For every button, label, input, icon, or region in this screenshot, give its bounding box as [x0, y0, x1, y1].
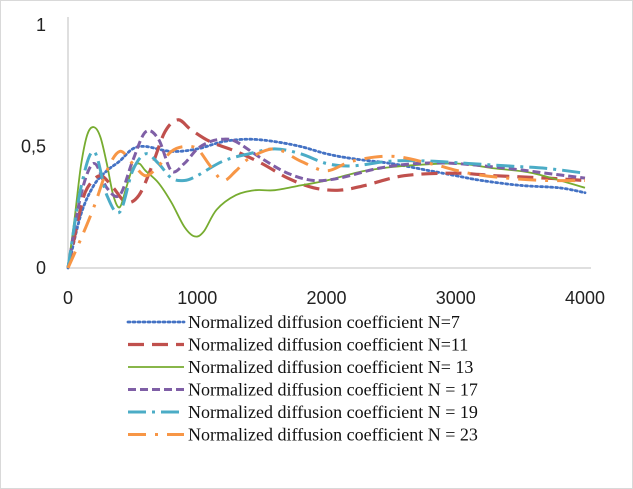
series-line-1 [66, 137, 587, 270]
legend-label-6: Normalized diffusion coefficient N = 23 [188, 425, 478, 445]
series-layer [66, 118, 587, 270]
series-line-4 [66, 129, 586, 269]
series-line-6 [66, 144, 586, 269]
chart-axes: 0 1000 2000 3000 4000 0 0,5 1 [21, 15, 605, 308]
y-tick-label: 0,5 [21, 137, 46, 157]
legend-label-1: Normalized diffusion coefficient N=7 [188, 312, 460, 332]
x-tick-label: 4000 [565, 288, 605, 308]
x-tick-label: 0 [63, 288, 73, 308]
legend-label-2: Normalized diffusion coefficient N=11 [188, 335, 468, 355]
legend-label-5: Normalized diffusion coefficient N = 19 [188, 402, 478, 422]
x-tick-label: 2000 [306, 288, 346, 308]
x-tick-label: 3000 [436, 288, 476, 308]
legend-label-4: Normalized diffusion coefficient N = 17 [188, 380, 478, 400]
legend-label-3: Normalized diffusion coefficient N= 13 [188, 357, 473, 377]
x-tick-label: 1000 [177, 288, 217, 308]
series-line-5 [66, 147, 586, 269]
y-tick-label: 1 [36, 15, 46, 35]
y-tick-label: 0 [36, 258, 46, 278]
chart-legend: Normalized diffusion coefficient N=7 Norm… [126, 312, 478, 445]
